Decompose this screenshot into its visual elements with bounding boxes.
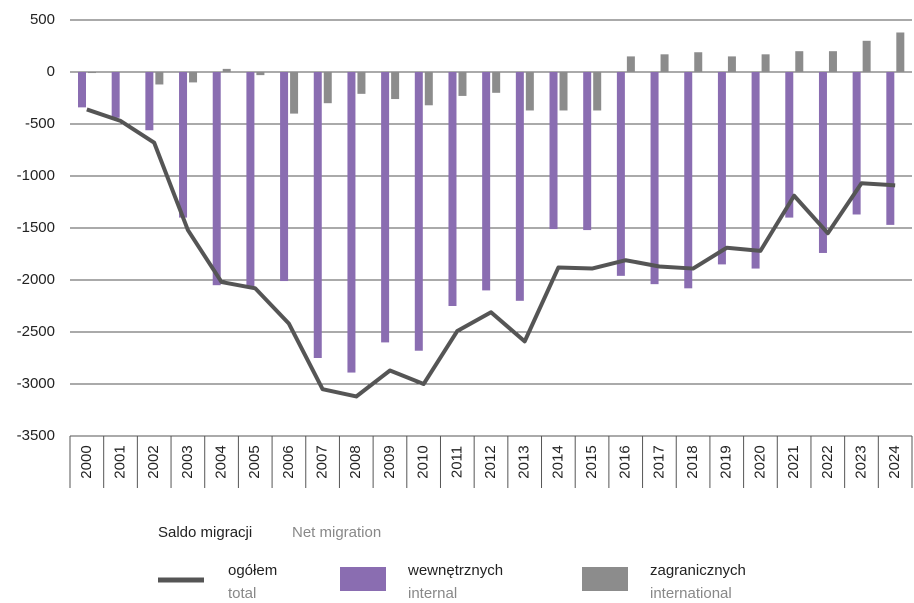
legend-swatch — [582, 567, 628, 591]
x-tick-label: 2023 — [852, 445, 869, 478]
x-tick-label: 2016 — [617, 445, 634, 478]
bar — [559, 72, 568, 111]
bar — [717, 72, 726, 265]
y-tick-label: -2500 — [17, 323, 55, 340]
y-tick-label: 500 — [30, 11, 55, 28]
bar — [785, 72, 794, 218]
x-tick-label: 2013 — [516, 445, 533, 478]
x-tick-label: 2019 — [718, 445, 735, 478]
bar — [256, 72, 265, 76]
bar — [290, 72, 299, 114]
legend-title-en: Net migration — [292, 524, 381, 541]
bar — [828, 51, 837, 72]
bar — [414, 72, 423, 351]
x-tick-label: 2021 — [785, 445, 802, 478]
x-tick-label: 2015 — [583, 445, 600, 478]
bar — [424, 72, 433, 106]
x-tick-label: 2003 — [179, 445, 196, 478]
bar — [492, 72, 501, 93]
x-tick-label: 2012 — [482, 445, 499, 478]
x-tick-label: 2020 — [751, 445, 768, 478]
bar — [593, 72, 602, 111]
bar — [179, 72, 188, 218]
x-tick-label: 2004 — [213, 445, 230, 478]
legend-label: ogółem — [228, 562, 277, 579]
x-tick-label: 2002 — [145, 445, 162, 478]
bar — [323, 72, 332, 104]
bar — [458, 72, 467, 96]
bar — [246, 72, 255, 288]
bar — [684, 72, 693, 289]
bar — [694, 52, 703, 72]
bar — [549, 72, 558, 230]
y-tick-label: -3000 — [17, 375, 55, 392]
bar — [896, 32, 905, 72]
x-tick-label: 2018 — [684, 445, 701, 478]
legend-label-en: international — [650, 585, 732, 602]
y-tick-label: -1000 — [17, 167, 55, 184]
x-tick-label: 2006 — [280, 445, 297, 478]
bar — [626, 56, 635, 72]
x-tick-label: 2009 — [381, 445, 398, 478]
bar — [155, 72, 164, 85]
y-tick-label: 0 — [47, 63, 55, 80]
bar — [886, 72, 895, 225]
bar — [111, 72, 120, 118]
x-tick-label: 2000 — [78, 445, 95, 478]
bar — [448, 72, 457, 306]
y-tick-label: -2000 — [17, 271, 55, 288]
bar — [525, 72, 534, 111]
bar — [650, 72, 659, 285]
line — [86, 107, 896, 399]
x-tick-label: 2010 — [415, 445, 432, 478]
legend-label: zagranicznych — [650, 562, 746, 579]
bar — [222, 68, 231, 72]
bar — [78, 72, 86, 108]
x-tick-label: 2022 — [819, 445, 836, 478]
bar — [761, 54, 770, 72]
bar — [660, 54, 669, 72]
legend-label-en: internal — [408, 585, 457, 602]
x-tick-label: 2005 — [246, 445, 263, 478]
y-tick-label: -3500 — [17, 427, 55, 444]
x-tick-label: 2014 — [549, 445, 566, 478]
bar — [88, 72, 96, 74]
bar — [818, 72, 827, 253]
y-tick-label: -1500 — [17, 219, 55, 236]
y-tick-label: -500 — [25, 115, 55, 132]
bar — [212, 72, 221, 286]
bar — [313, 72, 322, 358]
legend-swatch — [340, 567, 386, 591]
legend-title: Saldo migracji — [158, 524, 252, 541]
bar — [145, 72, 154, 131]
bar — [347, 72, 356, 373]
bar — [862, 40, 871, 72]
bar — [852, 72, 861, 215]
x-tick-label: 2011 — [448, 446, 465, 478]
bar — [795, 51, 804, 72]
bar — [583, 72, 592, 231]
bar — [482, 72, 491, 291]
x-tick-label: 2024 — [886, 445, 903, 478]
bar — [727, 56, 736, 72]
bar — [391, 72, 400, 100]
bar — [515, 72, 524, 301]
bar — [189, 72, 198, 83]
bar — [616, 72, 625, 276]
x-tick-label: 2001 — [111, 445, 128, 478]
x-tick-label: 2017 — [650, 445, 667, 478]
x-tick-label: 2008 — [347, 445, 364, 478]
legend-label-en: total — [228, 585, 256, 602]
legend-label: wewnętrznych — [407, 562, 503, 579]
x-tick-label: 2007 — [314, 445, 331, 478]
bar — [381, 72, 390, 343]
bar — [751, 72, 760, 269]
bar — [280, 72, 289, 282]
bar — [357, 72, 366, 94]
